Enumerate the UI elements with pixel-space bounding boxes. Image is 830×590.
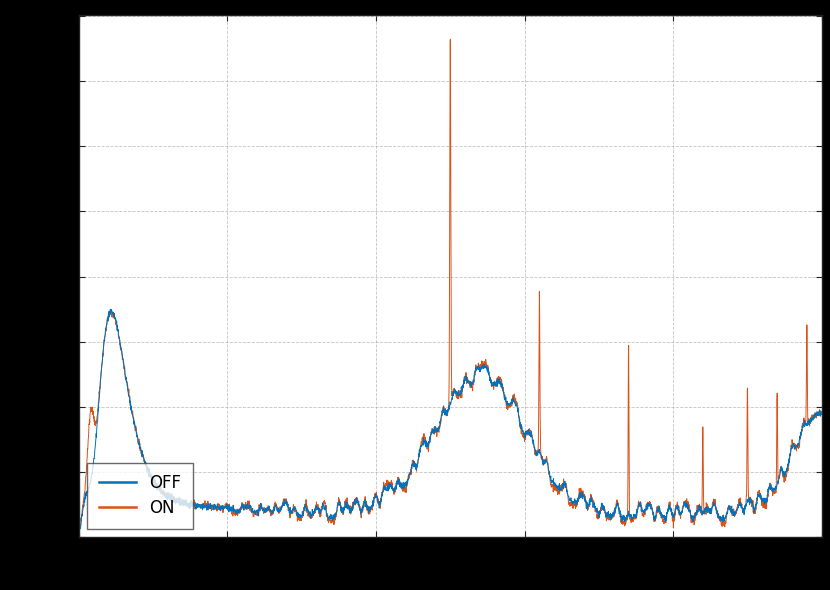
- Line: ON: ON: [81, 39, 822, 528]
- ON: [446, 35, 456, 42]
- OFF: [160, 491, 170, 498]
- OFF: [76, 525, 85, 532]
- OFF: [204, 504, 214, 512]
- OFF: [105, 306, 115, 313]
- ON: [723, 504, 733, 512]
- ON: [803, 405, 813, 412]
- ON: [76, 523, 85, 530]
- ON: [204, 500, 214, 507]
- ON: [392, 477, 402, 484]
- ON: [160, 489, 170, 496]
- ON: [360, 499, 370, 506]
- OFF: [360, 496, 370, 503]
- OFF: [803, 422, 813, 429]
- ON: [76, 525, 85, 532]
- OFF: [392, 480, 402, 487]
- Legend: OFF, ON: OFF, ON: [87, 463, 193, 529]
- OFF: [723, 509, 733, 516]
- Line: OFF: OFF: [81, 309, 822, 529]
- ON: [817, 408, 827, 415]
- OFF: [817, 409, 827, 417]
